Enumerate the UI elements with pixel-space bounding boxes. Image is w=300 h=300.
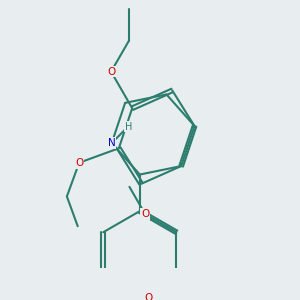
Text: O: O: [141, 209, 149, 219]
Text: O: O: [145, 292, 153, 300]
Text: O: O: [107, 67, 115, 76]
Text: N: N: [108, 138, 116, 148]
Text: O: O: [75, 158, 83, 168]
Text: H: H: [124, 122, 132, 131]
